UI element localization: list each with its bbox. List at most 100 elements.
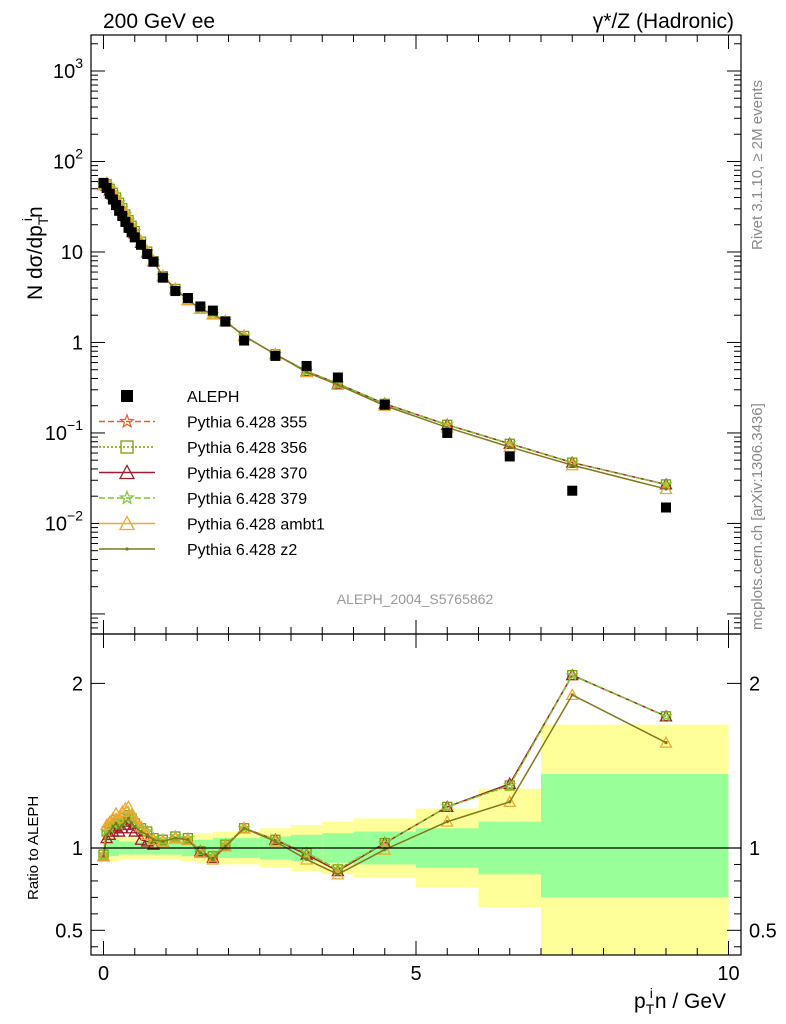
upper-series-layer xyxy=(96,176,673,495)
ratio-series-5-point xyxy=(336,872,340,876)
ratio-series-5-point xyxy=(664,741,668,745)
ratio-series-5-point xyxy=(133,825,137,829)
ratio-series-3-point xyxy=(237,821,251,834)
upper-series-5-point xyxy=(570,463,574,467)
ratio-series-5-point xyxy=(139,829,143,834)
aleph-data-point xyxy=(220,316,231,327)
ratio-series-4-point xyxy=(300,852,314,865)
upper-series-4-point xyxy=(300,365,314,378)
ratio-series-5-point xyxy=(198,851,202,855)
lower-y-tick-label: 2 xyxy=(72,673,83,695)
ratio-series-4-point xyxy=(206,852,220,865)
upper-y-axis-label-main: N dσ/dp xyxy=(24,225,47,300)
aleph-data-point xyxy=(157,272,168,283)
lower-y-axis-label: Ratio to ALEPH xyxy=(25,796,42,900)
ratio-series-5-point xyxy=(305,857,309,862)
aleph-data-point xyxy=(114,205,125,216)
ratio-series-line-3 xyxy=(102,674,667,871)
upper-y-tick-label: 103 xyxy=(53,55,83,83)
upper-series-5-point xyxy=(305,370,309,374)
ratio-series-4-point xyxy=(193,846,207,859)
aleph-data-point xyxy=(207,305,218,316)
legend-label-2: Pythia 6.428 370 xyxy=(187,466,307,483)
header-left-label: 200 GeV ee xyxy=(103,10,215,33)
lower-series-layer xyxy=(96,668,673,880)
legend-label-1: Pythia 6.428 356 xyxy=(187,440,307,457)
legend-marker-1 xyxy=(120,440,134,454)
aleph-data-point xyxy=(111,200,121,211)
upper-y-tick-label: 1 xyxy=(72,332,83,354)
legend-label-0: Pythia 6.428 355 xyxy=(187,415,307,432)
aleph-data-point xyxy=(239,335,250,346)
legend-marker-aleph xyxy=(121,390,133,402)
ratio-series-3-point xyxy=(503,778,517,791)
ratio-series-4-point xyxy=(128,811,142,824)
upper-y-tick-exp: 3 xyxy=(75,55,83,71)
ratio-series-4-point xyxy=(100,818,114,831)
ratio-series-5-point xyxy=(173,836,177,840)
legend-marker-4 xyxy=(118,515,136,531)
aleph-data-point xyxy=(142,248,153,259)
ratio-series-5-point xyxy=(242,826,246,830)
ratio-series-5-point xyxy=(123,820,127,824)
ratio-series-4-point xyxy=(565,688,579,701)
x-axis-label: pTin / GeV xyxy=(634,985,726,1017)
ratio-series-3-point xyxy=(565,668,579,681)
aleph-data-point xyxy=(117,210,128,221)
ratio-series-4-point xyxy=(331,867,345,880)
ratio-series-5-point xyxy=(223,844,227,848)
upper-y-tick-exp: −1 xyxy=(67,417,83,433)
aleph-data-point xyxy=(182,293,193,304)
lower-axes: 0.5 0.5 1 1 2 2 0 5 10 xyxy=(55,633,777,985)
aleph-data-point xyxy=(504,451,515,462)
ratio-series-4-point xyxy=(96,849,111,862)
aleph-data-point xyxy=(129,232,140,243)
ratio-series-3-point xyxy=(659,709,673,722)
upper-y-tick-base: 10 xyxy=(53,61,75,83)
aleph-data-layer xyxy=(98,177,671,513)
upper-y-axis-label: N dσ/dpTin xyxy=(19,206,51,300)
lower-y-tick-label-right: 1 xyxy=(749,838,760,860)
upper-series-3-point xyxy=(659,477,673,490)
ratio-series-4-point xyxy=(118,801,132,814)
upper-y-axis-label-sub: T xyxy=(35,216,51,225)
ratio-series-5-point xyxy=(126,816,131,820)
rivet-version-label: Rivet 3.1.10, ≥ 2M events xyxy=(749,80,766,250)
ratio-series-5-point xyxy=(186,838,190,842)
x-tick-label: 10 xyxy=(717,963,739,985)
upper-series-5-point xyxy=(508,445,512,449)
ratio-series-4-point xyxy=(237,821,251,834)
ratio-series-5-point xyxy=(105,833,109,837)
legend-label-3: Pythia 6.428 379 xyxy=(187,491,307,508)
header-right-label: γ*/Z (Hadronic) xyxy=(593,10,734,33)
upper-y-tick-base: 10 xyxy=(45,513,67,535)
x-axis-label-main: p xyxy=(634,990,646,1013)
aleph-data-point xyxy=(661,502,671,513)
ratio-series-5-point xyxy=(151,838,156,842)
upper-y-tick-exp: −2 xyxy=(67,507,83,523)
upper-series-5-point xyxy=(336,383,340,387)
aleph-data-point xyxy=(379,399,390,410)
aleph-data-point xyxy=(120,216,131,227)
ratio-series-5-point xyxy=(145,833,149,837)
aleph-data-point xyxy=(442,427,453,438)
aleph-data-point xyxy=(567,485,578,496)
ratio-series-3-point xyxy=(331,862,345,875)
upper-y-tick-label: 10−2 xyxy=(45,507,83,535)
aleph-data-point xyxy=(170,286,181,297)
ratio-series-5-point xyxy=(114,821,118,825)
ratio-series-5-point xyxy=(130,821,134,825)
upper-y-tick-base: 10 xyxy=(53,151,75,173)
lower-y-tick-label-right: 0.5 xyxy=(749,920,777,942)
aleph-data-point xyxy=(98,177,109,188)
aleph-data-point xyxy=(126,227,137,238)
ratio-series-4-point xyxy=(112,811,126,824)
ratio-series-5-point xyxy=(111,825,115,829)
ratio-series-4-point xyxy=(121,799,136,812)
ratio-series-5-point xyxy=(161,839,165,844)
ratio-series-5-point xyxy=(445,820,449,824)
lower-y-tick-label: 0.5 xyxy=(55,920,83,942)
ratio-series-2-point xyxy=(100,831,114,844)
